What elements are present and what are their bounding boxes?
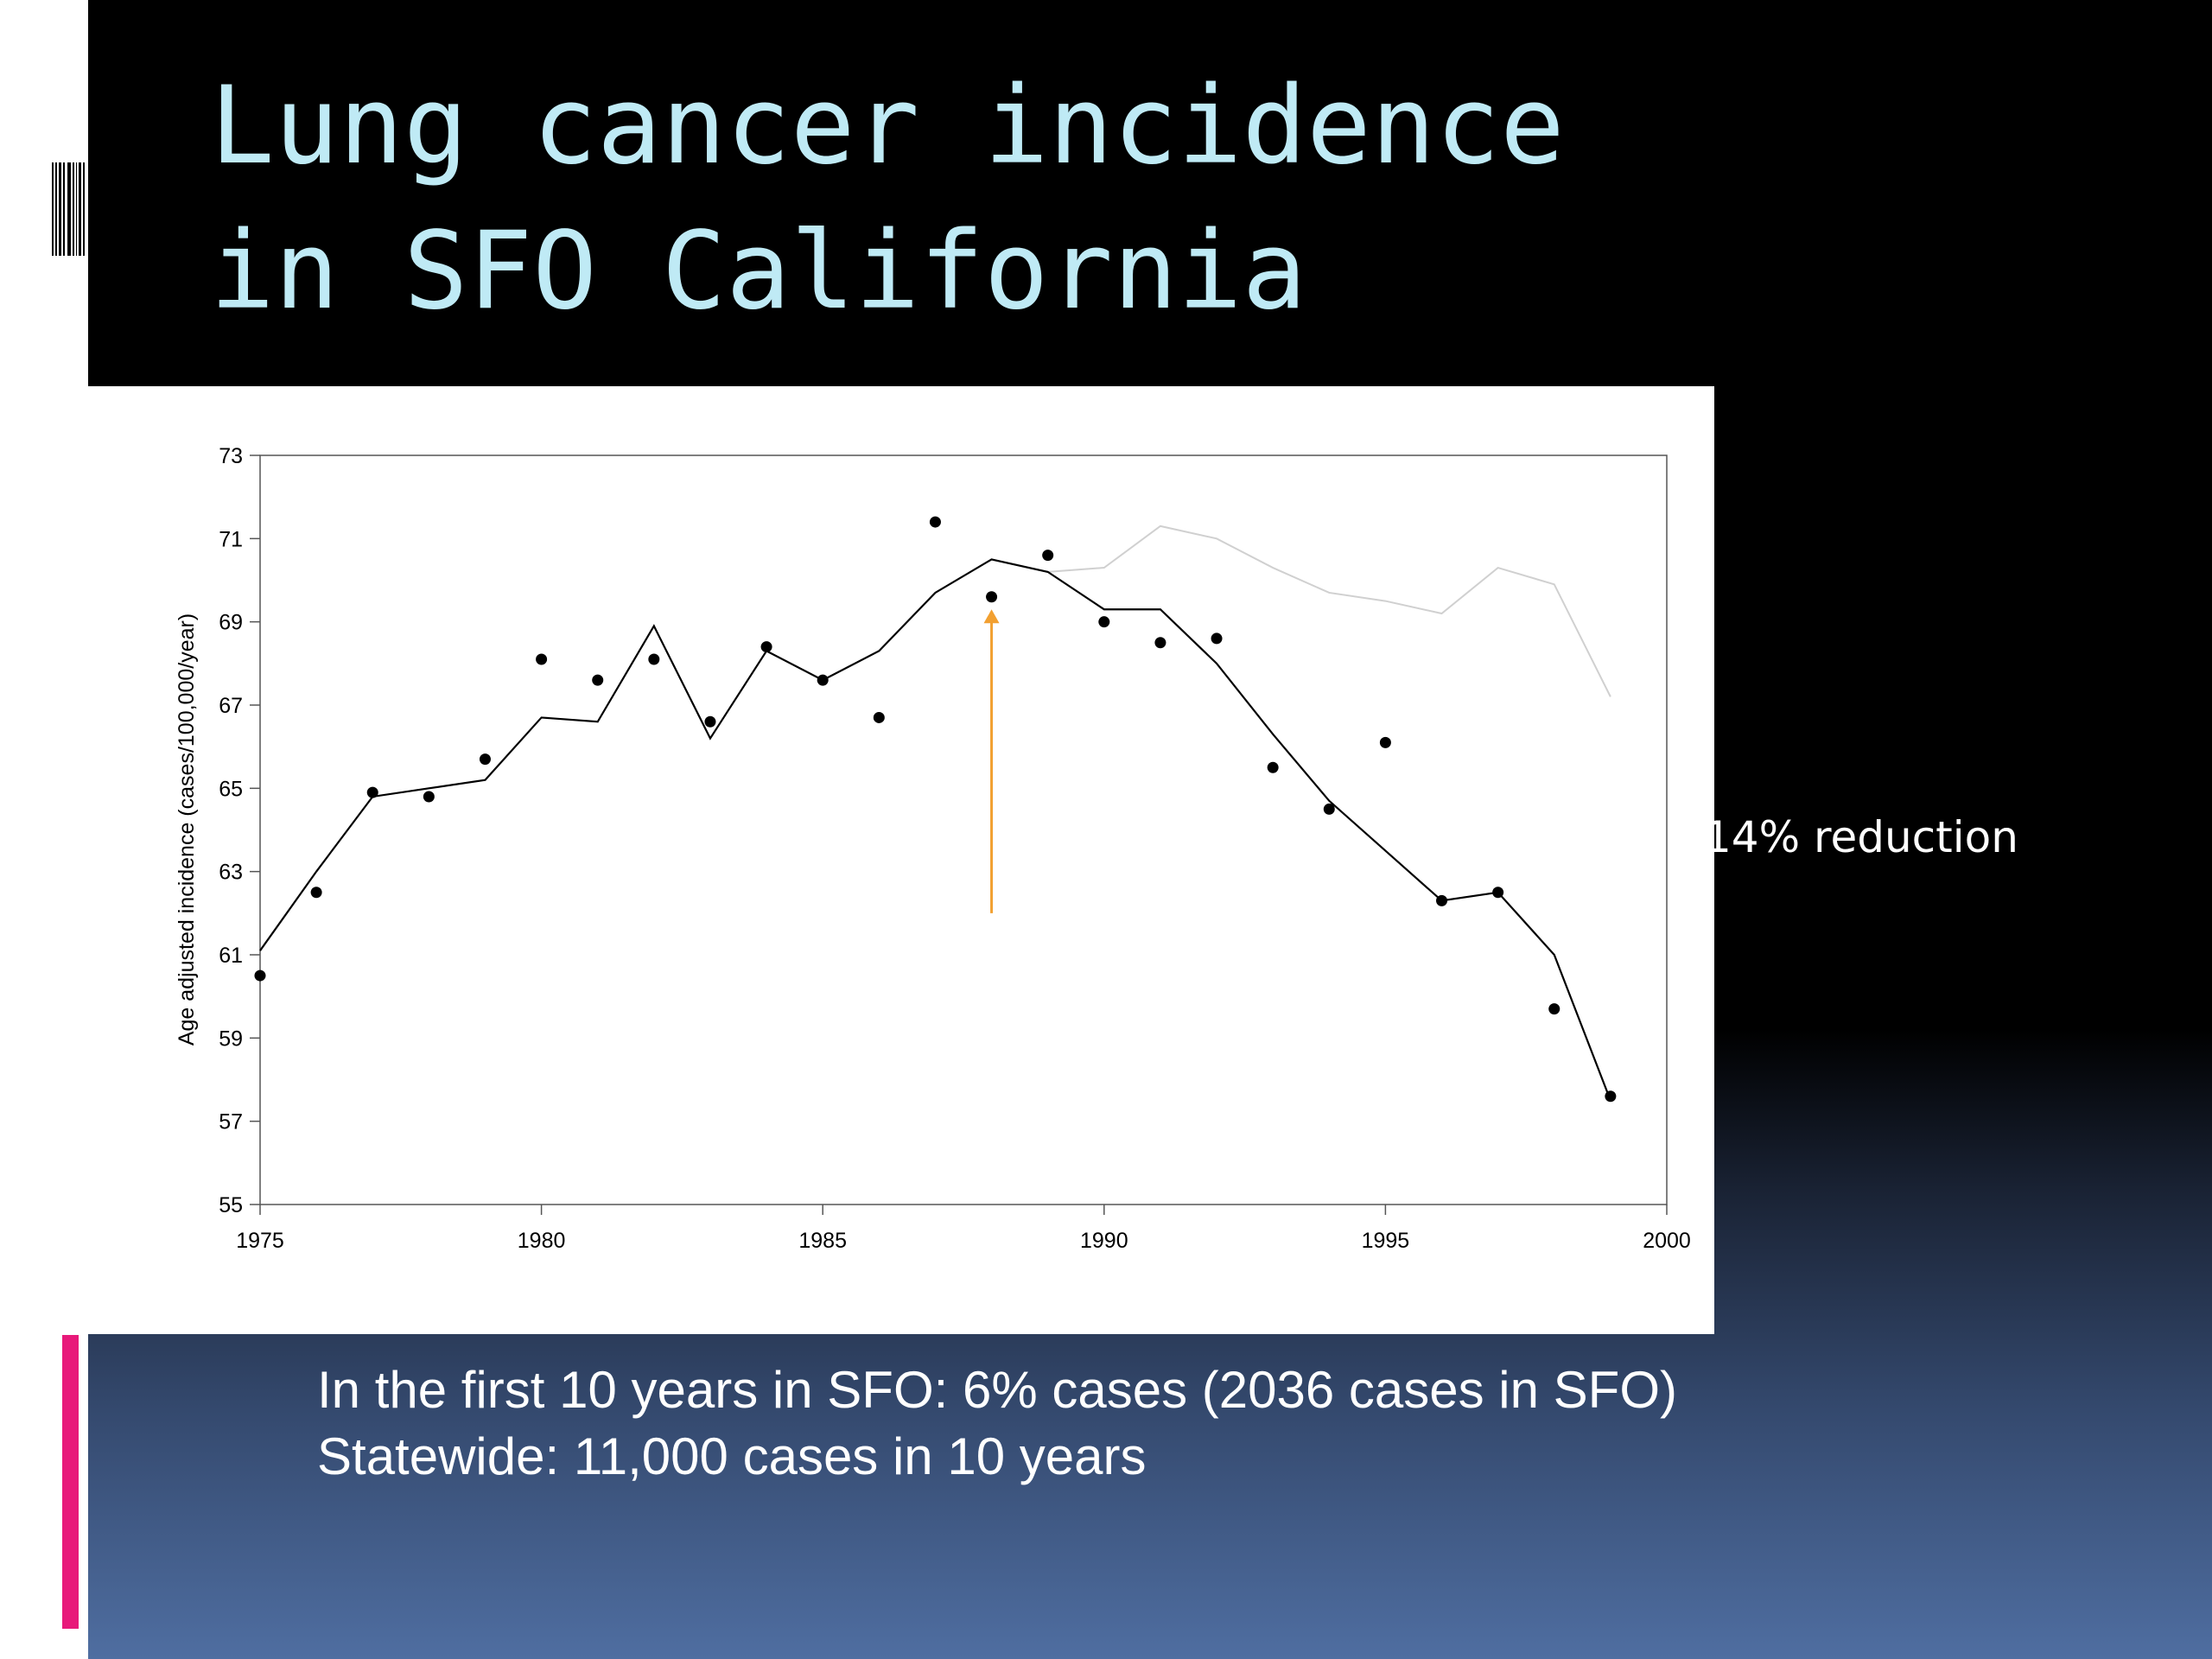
data-point <box>929 516 941 528</box>
y-tick-label: 69 <box>219 611 243 635</box>
caption-line-1: In the first 10 years in SFO: 6% cases (… <box>317 1361 1677 1419</box>
y-tick-label: 59 <box>219 1027 243 1051</box>
x-axis: 1975 1980 1985 1990 1995 2000 <box>236 1205 1691 1253</box>
y-axis-label: Age adjusted incidence (cases/100,000/ye… <box>175 613 199 1046</box>
data-point <box>1042 550 1054 562</box>
x-tick-label: 1990 <box>1080 1229 1128 1253</box>
reduction-annotation: 14% reduction <box>1704 812 2018 862</box>
y-tick-label: 61 <box>219 944 243 968</box>
accent-bar <box>62 1335 79 1629</box>
title-band <box>88 0 2212 385</box>
data-point <box>1098 616 1110 628</box>
plot-frame <box>259 454 1668 1205</box>
chart-panel: 55 57 59 61 63 65 67 69 71 73 1975 1980 1985 1990 199… <box>88 386 1714 1334</box>
data-point <box>760 641 772 653</box>
data-point <box>1436 894 1448 906</box>
y-tick-label: 73 <box>219 444 243 468</box>
data-point <box>986 591 998 603</box>
data-point <box>1267 761 1279 773</box>
data-point <box>1154 637 1166 649</box>
fitted-trend-line <box>259 558 1611 1101</box>
y-tick-label: 71 <box>219 527 243 551</box>
barcode-ornament <box>52 162 90 256</box>
data-point <box>536 653 548 665</box>
y-tick-label: 63 <box>219 861 243 885</box>
annotation-layer <box>983 609 1000 913</box>
data-point <box>479 753 491 766</box>
series-layer <box>254 516 1617 1103</box>
data-point <box>310 887 322 899</box>
caption-line-2: Statewide: 11,000 cases in 10 years <box>317 1427 1147 1485</box>
data-point <box>704 715 716 728</box>
data-point <box>873 711 885 723</box>
data-point <box>423 791 435 803</box>
y-tick-label: 67 <box>219 694 243 718</box>
data-point <box>648 653 660 665</box>
data-point <box>1605 1090 1617 1103</box>
data-point <box>1323 803 1335 815</box>
data-point <box>1211 632 1223 645</box>
comparison-trend-line <box>1047 524 1611 697</box>
x-tick-label: 1985 <box>798 1229 847 1253</box>
data-point <box>592 674 604 686</box>
data-point <box>1379 736 1391 748</box>
data-point <box>254 969 266 982</box>
incidence-chart: 55 57 59 61 63 65 67 69 71 73 1975 1980 1985 1990 199… <box>175 444 1691 1253</box>
data-point <box>366 786 378 798</box>
data-point <box>1492 887 1504 899</box>
x-tick-label: 1995 <box>1362 1229 1410 1253</box>
data-point <box>817 674 829 686</box>
y-tick-label: 57 <box>219 1110 243 1135</box>
y-tick-label: 65 <box>219 777 243 801</box>
x-tick-label: 1975 <box>236 1229 284 1253</box>
y-tick-label: 55 <box>219 1193 243 1217</box>
x-tick-label: 1980 <box>518 1229 566 1253</box>
x-tick-label: 2000 <box>1643 1229 1691 1253</box>
slide-title: Lung cancer incidence in SFO California <box>210 64 1565 334</box>
caption: In the first 10 years in SFO: 6% cases (… <box>317 1357 2132 1490</box>
arrow-head <box>983 609 1000 624</box>
y-axis: 55 57 59 61 63 65 67 69 71 73 <box>219 444 260 1217</box>
data-point <box>1548 1003 1560 1015</box>
